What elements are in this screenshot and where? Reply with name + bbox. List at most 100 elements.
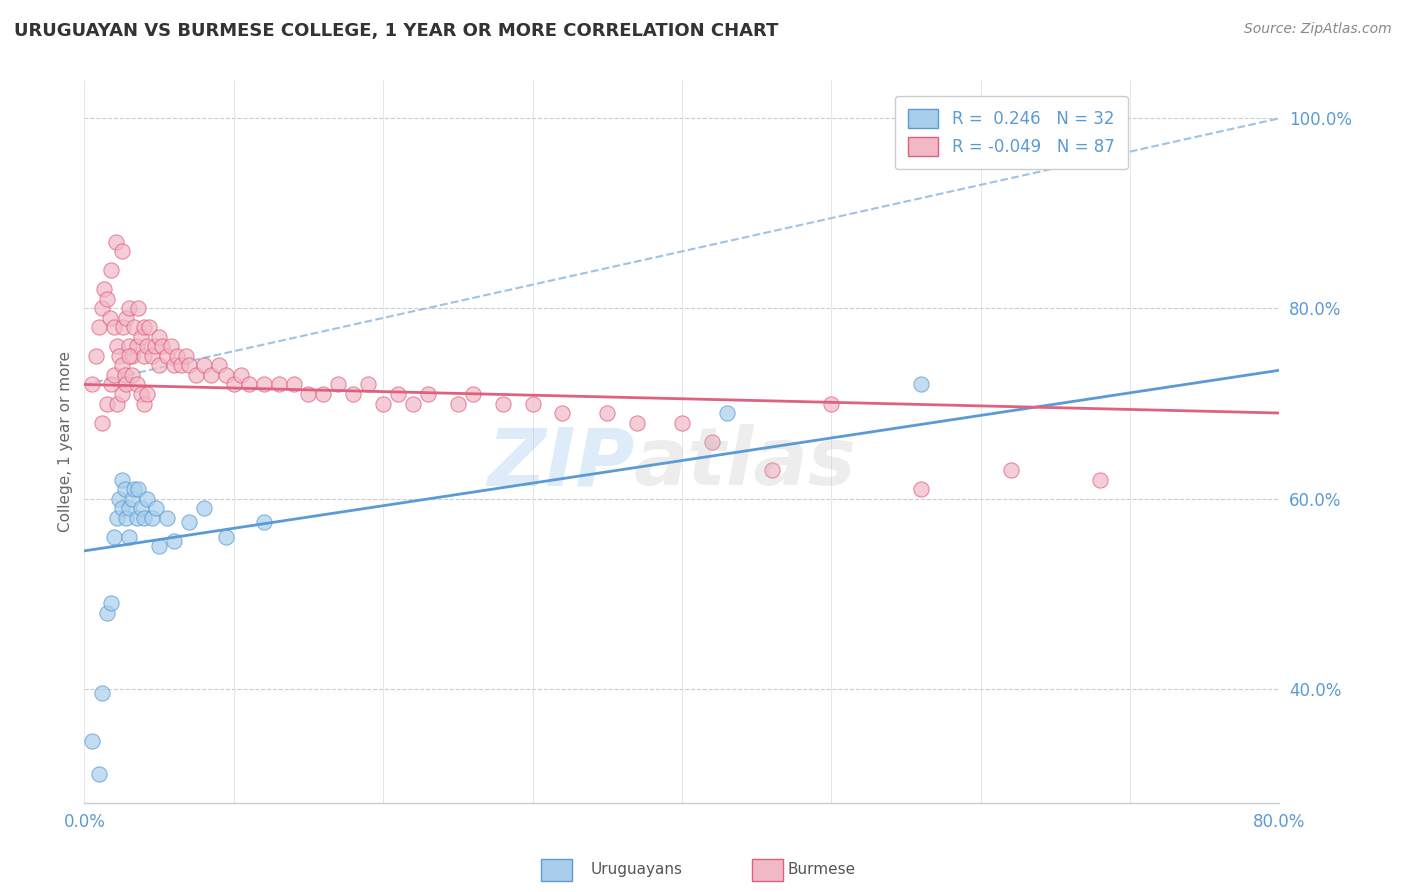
Point — [96, 292, 118, 306]
Point — [208, 359, 231, 373]
Point — [100, 596, 122, 610]
Point — [145, 501, 167, 516]
Point — [100, 377, 122, 392]
Point — [80, 377, 103, 392]
Point — [132, 510, 156, 524]
Text: ZIP: ZIP — [486, 425, 634, 502]
Point — [132, 320, 156, 334]
Point — [103, 368, 125, 382]
Point — [215, 530, 238, 544]
Point — [105, 396, 128, 410]
Point — [121, 349, 143, 363]
Point — [177, 359, 200, 373]
Point — [118, 349, 141, 363]
Point — [127, 482, 149, 496]
Point — [132, 349, 156, 363]
Point — [136, 387, 159, 401]
Point — [115, 377, 138, 392]
Point — [193, 359, 215, 373]
Point — [148, 539, 170, 553]
Point — [1090, 473, 1112, 487]
Text: Burmese: Burmese — [787, 863, 855, 877]
Point — [297, 387, 319, 401]
Point — [129, 387, 152, 401]
Point — [104, 235, 127, 249]
Point — [136, 339, 159, 353]
Point — [174, 349, 197, 363]
Point — [761, 463, 783, 477]
Point — [253, 377, 276, 392]
Point — [111, 359, 134, 373]
Point — [626, 416, 648, 430]
Point — [148, 330, 170, 344]
Point — [125, 510, 148, 524]
Point — [357, 377, 380, 392]
Text: atlas: atlas — [634, 425, 856, 502]
Text: Source: ZipAtlas.com: Source: ZipAtlas.com — [1244, 22, 1392, 37]
Point — [342, 387, 364, 401]
Point — [143, 339, 166, 353]
Point — [267, 377, 290, 392]
Point — [402, 396, 425, 410]
Point — [155, 510, 177, 524]
Point — [193, 501, 215, 516]
Point — [328, 377, 350, 392]
Point — [111, 387, 134, 401]
Point — [91, 416, 114, 430]
Point — [1000, 463, 1022, 477]
Point — [283, 377, 305, 392]
Point — [373, 396, 395, 410]
Point — [93, 282, 115, 296]
Point — [103, 530, 125, 544]
Text: Uruguayans: Uruguayans — [591, 863, 682, 877]
Point — [231, 368, 253, 382]
Point — [387, 387, 409, 401]
Point — [200, 368, 222, 382]
Point — [122, 482, 145, 496]
Point — [96, 396, 118, 410]
Point — [111, 244, 134, 259]
Point — [91, 686, 114, 700]
Point — [186, 368, 208, 382]
Point — [141, 510, 163, 524]
Point — [522, 396, 544, 410]
Point — [716, 406, 738, 420]
Point — [222, 377, 245, 392]
Point — [910, 482, 932, 496]
Point — [105, 510, 128, 524]
Point — [129, 330, 152, 344]
Point — [129, 501, 152, 516]
Point — [700, 434, 723, 449]
Point — [118, 301, 141, 316]
Point — [86, 349, 108, 363]
Point — [91, 301, 114, 316]
Point — [150, 339, 173, 353]
Point — [111, 501, 134, 516]
Point — [112, 320, 135, 334]
Point — [105, 339, 128, 353]
Point — [141, 349, 163, 363]
Point — [253, 516, 276, 530]
Text: URUGUAYAN VS BURMESE COLLEGE, 1 YEAR OR MORE CORRELATION CHART: URUGUAYAN VS BURMESE COLLEGE, 1 YEAR OR … — [14, 22, 779, 40]
Point — [177, 516, 200, 530]
Point — [115, 310, 138, 325]
Point — [820, 396, 842, 410]
Point — [100, 263, 122, 277]
Point — [89, 767, 111, 781]
Point — [125, 339, 148, 353]
Point — [447, 396, 470, 410]
Point — [163, 534, 186, 549]
Point — [111, 473, 134, 487]
Point — [118, 339, 141, 353]
Point — [551, 406, 574, 420]
Point — [148, 359, 170, 373]
Point — [127, 301, 149, 316]
Point — [132, 396, 156, 410]
Point — [114, 482, 136, 496]
Point — [160, 339, 183, 353]
Point — [80, 734, 103, 748]
Point — [115, 510, 138, 524]
Point — [121, 491, 143, 506]
Point — [215, 368, 238, 382]
Point — [89, 320, 111, 334]
